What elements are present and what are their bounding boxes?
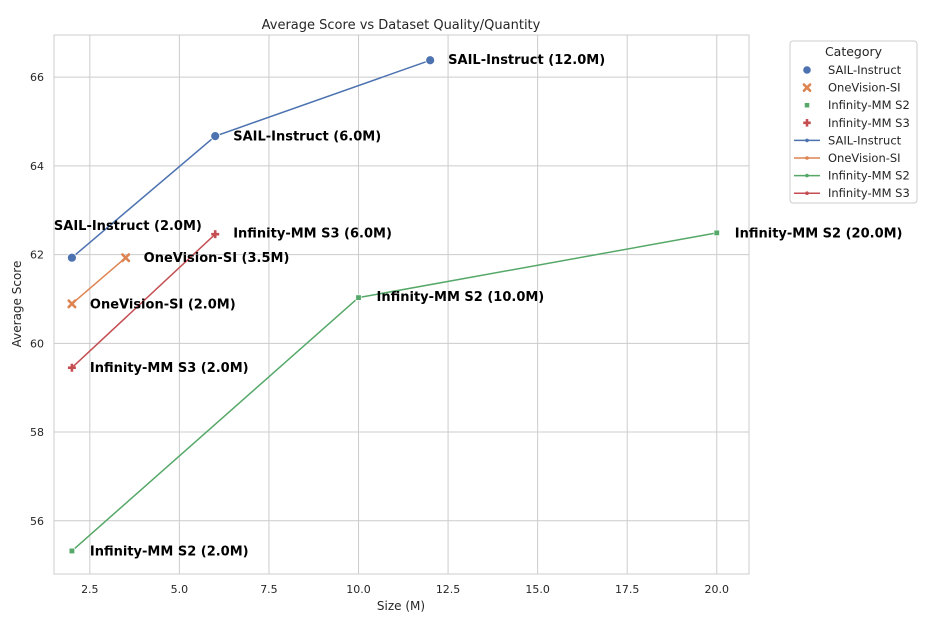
point-label: Infinity-MM S2 (2.0M) [90, 544, 249, 559]
data-point [713, 229, 720, 236]
legend-marker-stroke [802, 83, 812, 92]
legend-title: Category [825, 44, 883, 59]
data-point [211, 230, 220, 239]
x-tick-label: 12.5 [436, 583, 461, 596]
legend-label: OneVision-SI [828, 81, 901, 95]
legend-line-dot [805, 138, 809, 143]
point-annotations: SAIL-Instruct (2.0M) SAIL-Instruct (6.0M)… [54, 53, 903, 560]
legend-label: Infinity-MM S2 [828, 98, 910, 112]
data-point [67, 299, 77, 309]
y-tick-label: 62 [30, 249, 44, 262]
x-axis-label: Size (M) [377, 599, 425, 613]
point-label: SAIL-Instruct (6.0M) [233, 130, 381, 145]
y-tick-label: 64 [30, 160, 44, 173]
y-axis-label: Average Score [10, 261, 24, 348]
data-point-stroke [67, 299, 77, 309]
point-label: Infinity-MM S2 (10.0M) [377, 290, 545, 305]
data-point [67, 363, 76, 372]
series-line [71, 257, 127, 305]
data-point [121, 253, 131, 263]
legend-marker [804, 102, 810, 109]
x-tick-label: 5.0 [171, 583, 189, 596]
point-label: OneVision-SI (2.0M) [90, 297, 236, 312]
data-point [68, 547, 75, 554]
plot-area [53, 34, 750, 575]
point-label: Infinity-MM S3 (6.0M) [233, 227, 392, 242]
point-label: SAIL-Instruct (12.0M) [448, 53, 605, 68]
legend-label: Infinity-MM S3 [828, 116, 910, 130]
legend-label: Infinity-MM S2 [828, 169, 910, 183]
x-tick-label: 2.5 [81, 583, 99, 596]
data-point-stroke [121, 253, 131, 263]
legend-label: SAIL-Instruct [828, 133, 902, 147]
x-tick-label: 10.0 [346, 583, 371, 596]
x-tick-label: 17.5 [615, 583, 640, 596]
series-markers [67, 55, 720, 554]
y-tick-label: 66 [30, 71, 44, 84]
legend-label: Infinity-MM S3 [828, 186, 910, 200]
legend-label: SAIL-Instruct [828, 63, 902, 77]
data-point [67, 252, 77, 263]
x-tick-label: 20.0 [705, 583, 730, 596]
legend-box [789, 40, 918, 204]
legend-items: SAIL-Instruct OneVision-SI Infinity-MM S2 I… [794, 63, 910, 200]
point-label: OneVision-SI (3.5M) [144, 251, 290, 266]
point-label: Infinity-MM S3 (2.0M) [90, 361, 249, 376]
legend-label: OneVision-SI [828, 151, 901, 165]
legend-line-dot [805, 173, 809, 178]
y-tick-labels: 56 58 60 62 64 66 [30, 71, 44, 528]
legend: Category SAIL-Instruct OneVision-SI Infini… [789, 40, 918, 204]
x-tick-label: 15.0 [525, 583, 550, 596]
legend-line-dot [805, 156, 809, 160]
data-point [425, 55, 436, 66]
grid [54, 35, 749, 574]
chart-title: Average Score vs Dataset Quality/Quantit… [262, 18, 541, 33]
legend-line-dot [805, 191, 809, 195]
legend-marker [802, 65, 812, 75]
y-tick-label: 58 [30, 426, 44, 439]
legend-marker [803, 119, 811, 127]
legend-marker [802, 83, 812, 92]
series-line [71, 233, 216, 369]
point-label: Infinity-MM S2 (20.0M) [735, 226, 903, 241]
y-tick-label: 56 [30, 515, 44, 528]
data-point [355, 294, 362, 301]
point-label: SAIL-Instruct (2.0M) [54, 219, 202, 234]
x-tick-label: 7.5 [260, 583, 278, 596]
x-tick-labels: 2.5 5.0 7.5 10.0 12.5 15.0 17.5 20.0 [81, 583, 729, 596]
data-point [210, 131, 221, 142]
y-tick-label: 60 [30, 337, 44, 350]
